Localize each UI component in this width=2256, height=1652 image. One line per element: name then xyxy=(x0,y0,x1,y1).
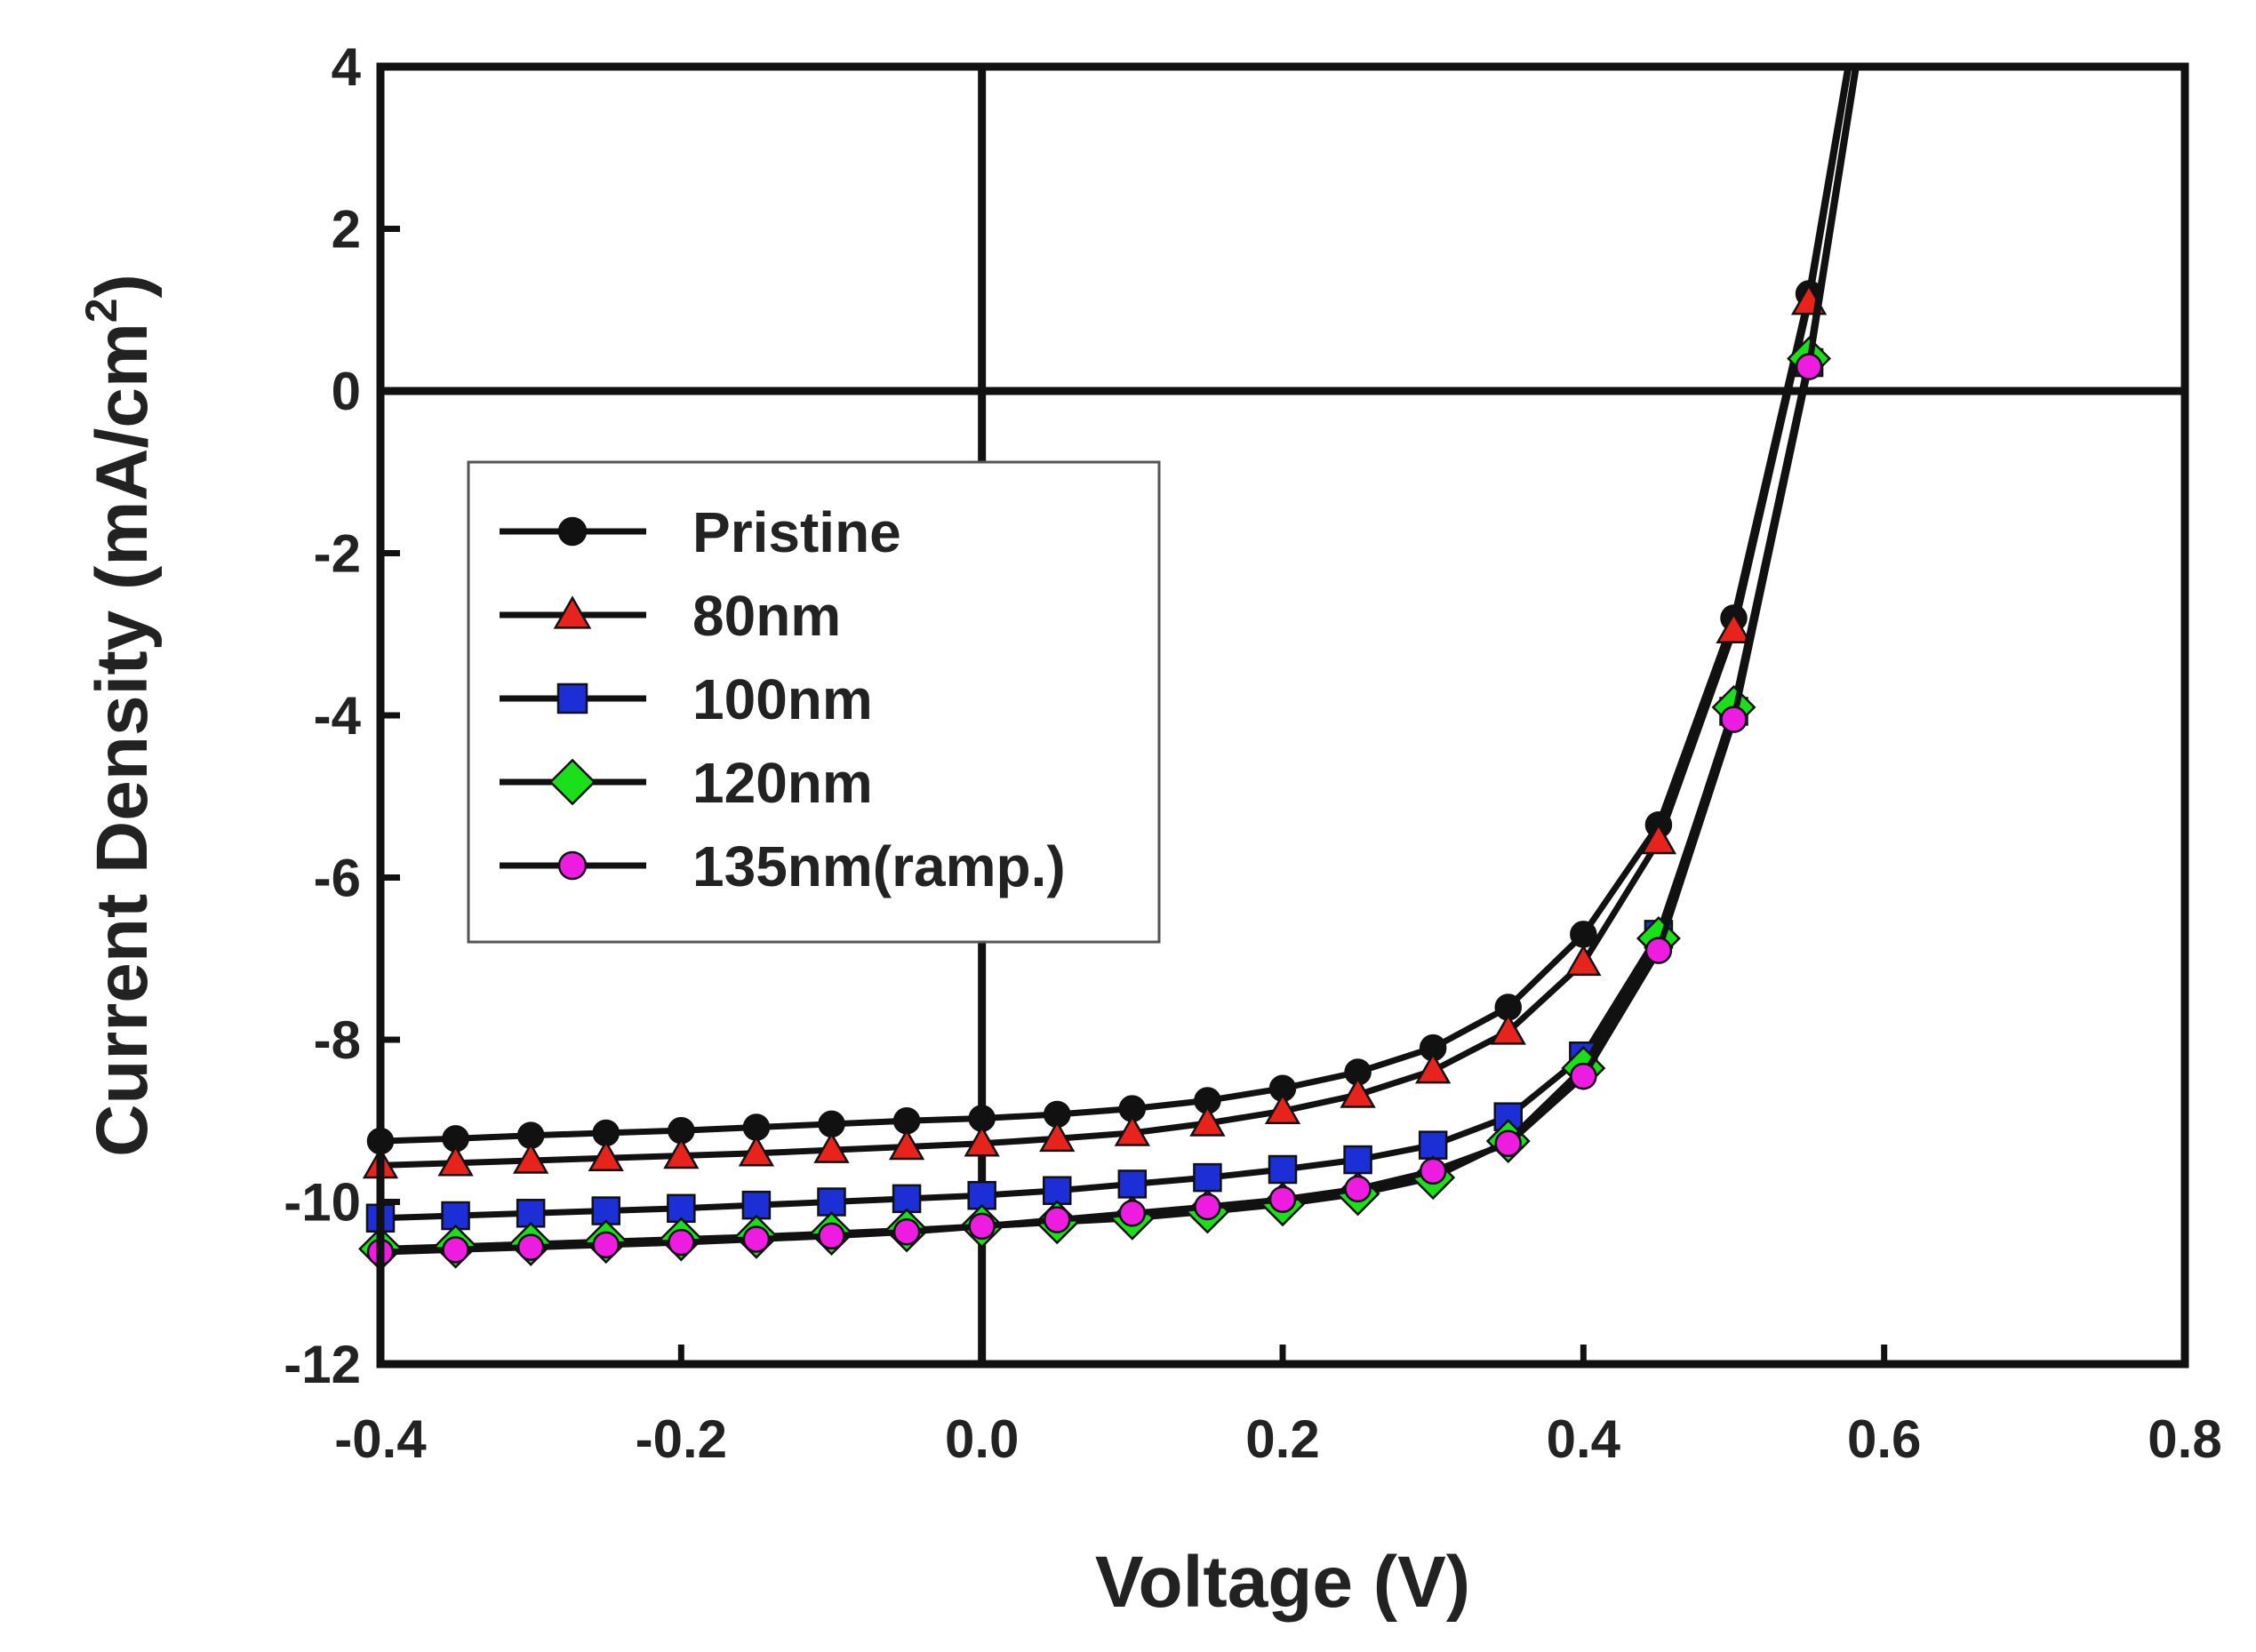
x-tick-label: 0.6 xyxy=(1847,1409,1921,1469)
data-point xyxy=(1720,706,1748,733)
data-point xyxy=(1570,1062,1597,1090)
data-point xyxy=(1415,1052,1452,1084)
series-135nm-ramp- xyxy=(366,66,1860,1266)
data-point xyxy=(741,1190,772,1220)
y-axis-title-close: ) xyxy=(82,274,163,298)
legend-marker xyxy=(557,850,588,881)
x-tick-label: -0.4 xyxy=(334,1409,427,1469)
series-80nm xyxy=(362,66,1852,1179)
legend-label: 80nm xyxy=(692,584,841,648)
data-point xyxy=(1189,1105,1226,1137)
data-point xyxy=(1118,1200,1147,1227)
y-axis-title-main: Current Density (mA/cm xyxy=(82,323,163,1157)
tick-layer: -0.4 -0.2 0.0 0.2 0.4 0.6 0.8 4 2 0 -2 -4 -6 -8 -10 -12 xyxy=(284,37,2221,1469)
y-tick-label: -10 xyxy=(284,1173,361,1233)
y-tick-label: -4 xyxy=(314,686,362,746)
data-point xyxy=(817,1187,846,1217)
y-tick-label: 2 xyxy=(332,200,361,259)
y-tick-label: -6 xyxy=(314,849,361,908)
legend-marker xyxy=(557,516,588,547)
data-point xyxy=(513,1142,549,1174)
data-point xyxy=(1795,353,1823,380)
data-point xyxy=(1264,1092,1301,1125)
data-point xyxy=(1640,822,1677,855)
x-tick-label: 0.2 xyxy=(1245,1409,1319,1469)
data-point xyxy=(742,1225,771,1253)
data-point xyxy=(1194,1193,1221,1221)
data-point xyxy=(1565,944,1602,977)
legend-marker xyxy=(548,758,596,806)
data-point xyxy=(668,1228,695,1257)
x-tick-label: 0.0 xyxy=(945,1409,1019,1469)
y-axis-title-superscript: 2 xyxy=(76,298,126,323)
data-point xyxy=(1419,1157,1447,1185)
y-tick-label: 0 xyxy=(332,362,361,421)
data-point xyxy=(516,1233,545,1261)
y-tick-label: 4 xyxy=(332,37,362,97)
y-axis-title: Current Density (mA/cm2) xyxy=(76,274,163,1157)
data-point xyxy=(1117,1169,1148,1199)
data-point xyxy=(1490,1013,1526,1045)
data-point xyxy=(588,1139,624,1171)
legend-label: Pristine xyxy=(692,500,901,564)
data-point xyxy=(964,1125,1000,1157)
data-point xyxy=(1344,1175,1372,1203)
x-tick-label: 0.8 xyxy=(2148,1409,2221,1469)
data-point xyxy=(1114,1114,1150,1146)
data-point xyxy=(1340,1076,1376,1108)
data-point xyxy=(441,1201,470,1231)
data-point xyxy=(738,1135,775,1167)
data-point xyxy=(968,1212,996,1241)
data-point xyxy=(1343,1145,1372,1175)
data-point xyxy=(888,1128,925,1161)
y-tick-label: -2 xyxy=(314,524,361,584)
data-point xyxy=(1644,937,1673,964)
data-point xyxy=(892,1184,922,1214)
data-point xyxy=(892,1218,921,1246)
data-point xyxy=(1268,1154,1298,1185)
data-point xyxy=(818,1222,845,1250)
plot-layer xyxy=(358,66,2185,1364)
data-point xyxy=(442,1236,469,1264)
data-point xyxy=(1268,1185,1297,1214)
data-point xyxy=(663,1137,700,1169)
legend-marker xyxy=(553,595,592,629)
data-point xyxy=(1039,1120,1076,1153)
x-tick-label: 0.4 xyxy=(1547,1409,1621,1469)
y-tick-label: -8 xyxy=(314,1010,361,1070)
data-point xyxy=(813,1131,850,1163)
data-point xyxy=(1193,1162,1222,1193)
data-point xyxy=(1418,1130,1448,1160)
data-point xyxy=(1716,611,1752,643)
legend: Pristine 80nm 100nm 120nm 135nm(ramp.) xyxy=(467,460,1161,944)
legend-label: 120nm xyxy=(692,751,873,815)
data-point xyxy=(1494,1129,1522,1158)
data-point xyxy=(1493,1102,1523,1131)
data-point xyxy=(437,1145,474,1177)
legend-label: 100nm xyxy=(692,667,873,731)
x-tick-label: -0.2 xyxy=(636,1409,727,1469)
x-axis-title: Voltage (V) xyxy=(1095,1542,1470,1623)
data-point xyxy=(1043,1176,1072,1205)
legend-label: 135nm(ramp.) xyxy=(692,834,1066,898)
data-point xyxy=(1044,1206,1071,1233)
legend-marker xyxy=(556,682,588,714)
data-point xyxy=(592,1231,620,1259)
y-tick-label: -12 xyxy=(284,1335,361,1394)
